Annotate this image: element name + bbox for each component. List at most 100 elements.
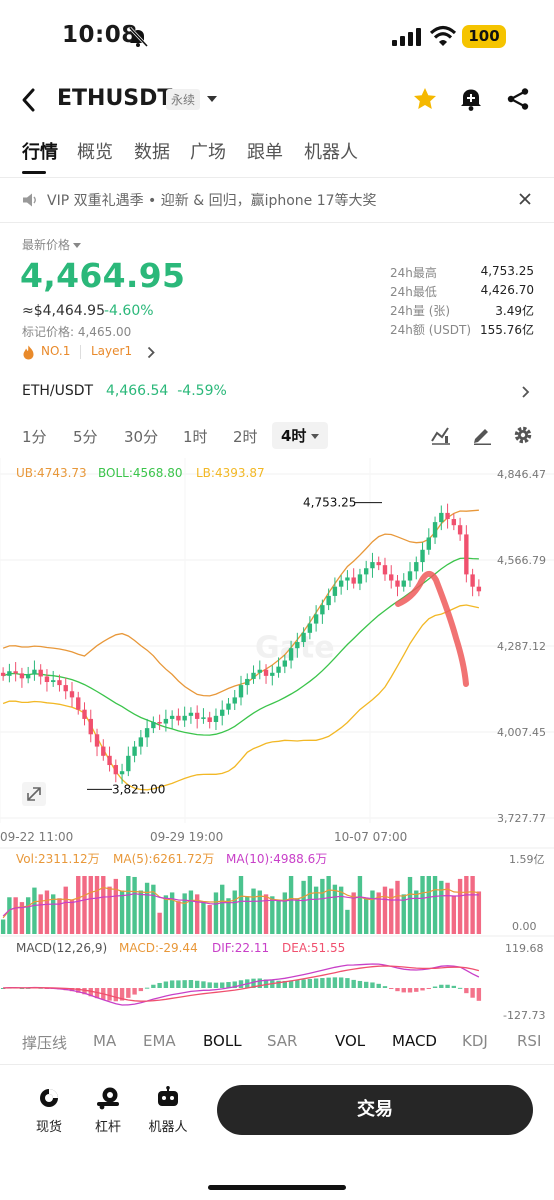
macd-y-tick: -127.73 <box>503 1009 545 1022</box>
badge-separator <box>80 345 81 359</box>
macd-histogram-bar <box>464 988 469 994</box>
volume-bar <box>370 890 375 934</box>
macd-histogram-bar <box>163 981 169 988</box>
nav-spot[interactable]: 现货 <box>24 1086 74 1135</box>
symbol-title[interactable]: ETHUSDT <box>57 86 173 111</box>
price-chart[interactable]: Gate 4,753.25 3,821.00 UB:4743.73 BOLL:4568.… <box>0 458 554 1028</box>
last-price-label[interactable]: 最新价格 <box>22 236 82 253</box>
indicator-vol[interactable]: VOL <box>335 1032 366 1050</box>
trade-button[interactable]: 交易 <box>217 1085 533 1135</box>
symbol-dropdown-caret-icon[interactable] <box>206 94 218 104</box>
expand-arrows-icon <box>27 787 41 801</box>
volume-bar <box>232 890 237 934</box>
indicator-kdj[interactable]: KDJ <box>462 1032 488 1050</box>
volume-bar <box>220 884 225 934</box>
bottom-action-bar: 现货 杠杆 机器人 交易 <box>0 1076 554 1156</box>
macd-histogram-bar <box>226 982 231 988</box>
mark-price: 标记价格: 4,465.00 <box>22 325 132 339</box>
y-axis-tick: 4,007.45 <box>497 726 546 739</box>
announcement-bar[interactable]: VIP 双重礼遇季 • 迎新 & 回归，赢iphone 17等大奖 <box>0 186 554 214</box>
interval-1h[interactable]: 1时 <box>183 428 208 446</box>
tab-copy-trading[interactable]: 跟单 <box>247 142 283 163</box>
tab-overview[interactable]: 概览 <box>77 142 113 163</box>
share-icon[interactable] <box>506 87 530 111</box>
leverage-icon <box>97 1087 119 1110</box>
macd-dea-legend: DEA:51.55 <box>282 941 345 955</box>
macd-dif-line <box>3 963 480 1006</box>
indicator-boll[interactable]: BOLL <box>203 1032 242 1050</box>
macd-histogram-bar <box>176 980 181 988</box>
favorite-star-icon[interactable] <box>412 86 438 112</box>
candle-body <box>332 586 338 596</box>
macd-histogram-bar <box>445 984 450 988</box>
macd-histogram-bar <box>426 988 431 989</box>
candle-body <box>7 671 12 676</box>
volume-bar <box>132 876 137 934</box>
status-bar: 10:08 100 <box>0 0 554 72</box>
candle-body <box>188 712 194 716</box>
volume-bar <box>263 894 269 934</box>
macd-histogram-bar <box>232 981 237 988</box>
vol-y-tick: 1.59亿 <box>509 853 545 866</box>
interval-30m[interactable]: 30分 <box>124 428 159 446</box>
tab-data[interactable]: 数据 <box>134 142 170 163</box>
tab-bots[interactable]: 机器人 <box>304 142 358 163</box>
interval-4h[interactable]: 4时 <box>272 422 329 449</box>
indicator-ema[interactable]: EMA <box>143 1032 176 1050</box>
macd-histogram-bar <box>338 977 344 988</box>
close-icon[interactable] <box>518 192 532 206</box>
tab-market[interactable]: 行情 <box>22 142 58 163</box>
indicator-sar[interactable]: SAR <box>267 1032 298 1050</box>
stats-24h: 24h最高 4,753.25 24h最低 4,426.70 24h量 (张) 3… <box>390 264 534 340</box>
candle-body <box>263 669 269 676</box>
volume-bar <box>401 894 406 934</box>
indicator-chart-icon[interactable] <box>431 425 451 445</box>
candle-body <box>351 577 356 584</box>
interval-2h[interactable]: 2时 <box>233 428 258 446</box>
indicator-ma[interactable]: MA <box>93 1032 117 1050</box>
macd-histogram-bar <box>201 981 206 988</box>
candle-body <box>470 574 475 587</box>
candle-body <box>126 755 131 772</box>
hand-drawn-annotation <box>395 571 469 687</box>
volume-bar <box>432 876 438 934</box>
tab-square[interactable]: 广场 <box>190 142 226 163</box>
fire-icon <box>23 345 34 360</box>
interval-5m[interactable]: 5分 <box>73 428 98 446</box>
y-axis-tick: 4,566.79 <box>497 554 546 567</box>
candle-body <box>157 721 162 724</box>
candle-body <box>426 537 431 550</box>
back-arrow-icon[interactable] <box>18 86 40 114</box>
spot-price-row[interactable]: ETH/USDT 4,466.54 -4.59% <box>0 381 554 403</box>
nav-bots[interactable]: 机器人 <box>143 1086 193 1135</box>
price-chart-canvas[interactable]: Gate 4,753.25 3,821.00 UB:4743.73 BOLL:4568.… <box>0 458 554 1028</box>
draw-pencil-icon[interactable] <box>472 425 492 445</box>
volume-bar <box>88 876 93 934</box>
candle-body <box>44 676 50 683</box>
interval-1m[interactable]: 1分 <box>22 428 47 446</box>
candle-body <box>176 715 181 721</box>
stat-row: 24h量 (张) 3.49亿 <box>390 302 534 321</box>
macd-histogram-bar <box>313 978 319 988</box>
settings-gear-icon[interactable] <box>513 425 533 445</box>
interval-selector: 1分 5分 30分 1时 2时 4时 <box>0 420 554 450</box>
macd-legend: MACD(12,26,9) <box>16 941 107 955</box>
candle-body <box>201 717 206 719</box>
price-alert-icon[interactable] <box>459 86 483 112</box>
volume-bar <box>301 880 306 934</box>
stat-label: 24h最低 <box>390 285 437 299</box>
indicator-rsi[interactable]: RSI <box>517 1032 542 1050</box>
volume-bar <box>457 878 463 934</box>
robot-icon <box>158 1086 178 1106</box>
macd-histogram-bar <box>451 985 457 988</box>
vol-ma5-line <box>2 886 480 919</box>
boll-legend-mid: BOLL:4568.80 <box>98 466 183 480</box>
macd-histogram-bar <box>119 988 125 1001</box>
indicator-support-resistance[interactable]: 撑压线 <box>22 1034 68 1052</box>
volume-bar <box>176 901 181 934</box>
announcement-text[interactable]: VIP 双重礼遇季 • 迎新 & 回归，赢iphone 17等大奖 <box>47 193 377 209</box>
nav-leverage[interactable]: 杠杆 <box>83 1086 133 1135</box>
candle-body <box>82 709 87 719</box>
macd-histogram-bar <box>213 982 219 988</box>
indicator-macd[interactable]: MACD <box>392 1032 437 1050</box>
